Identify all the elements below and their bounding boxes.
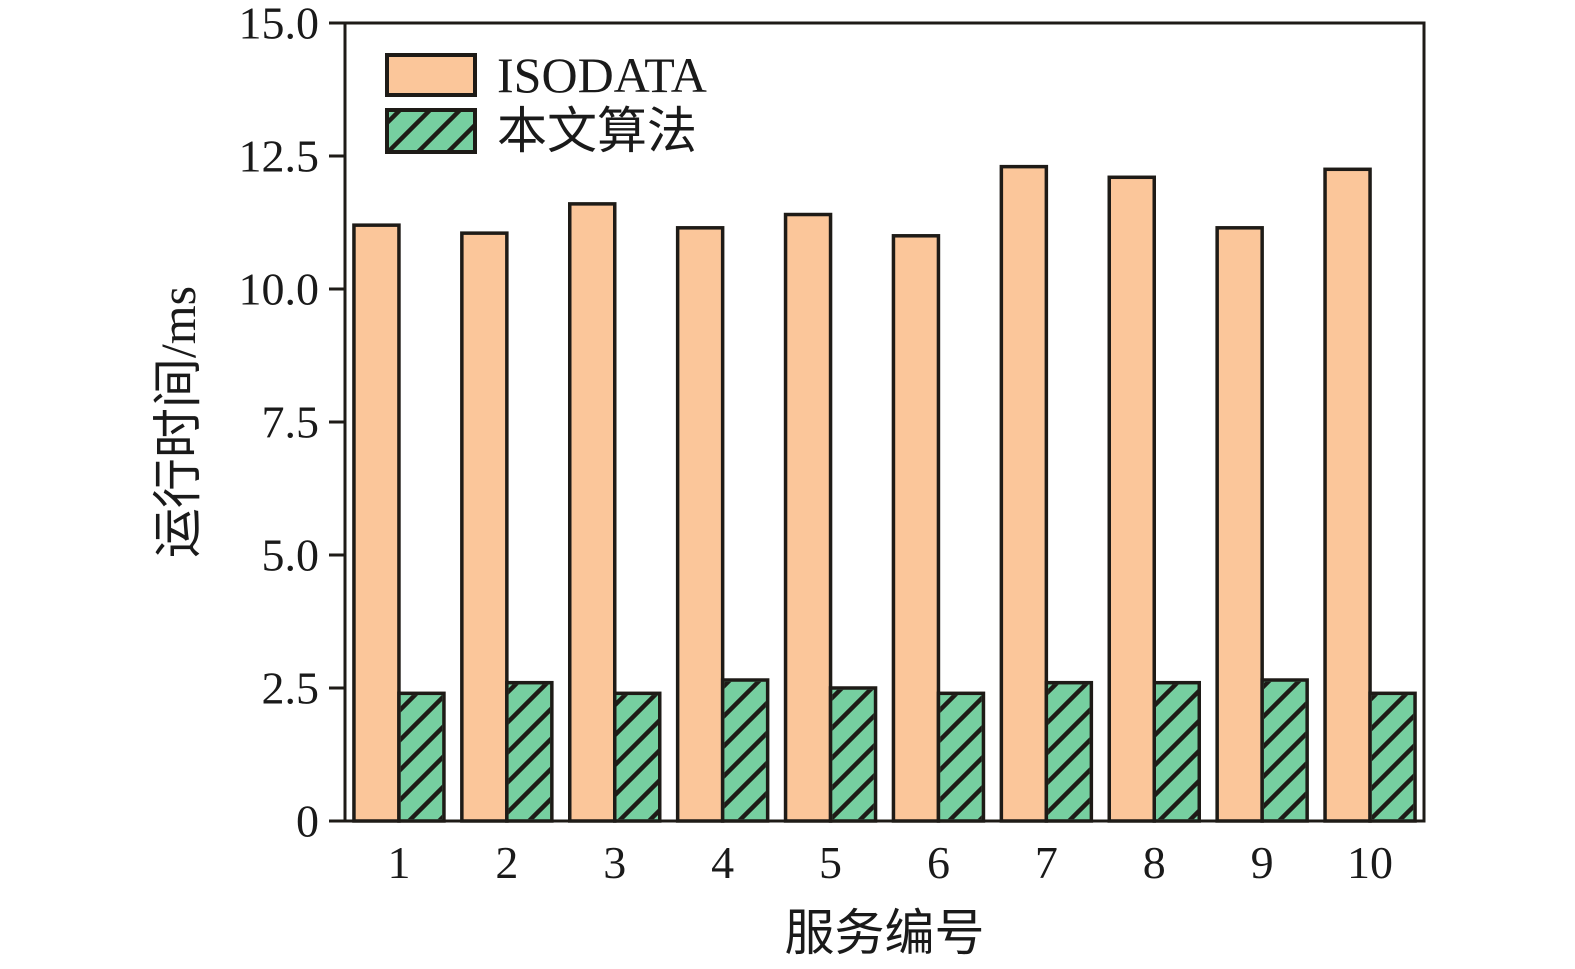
bar-hatch-proposed-8 — [1156, 684, 1198, 820]
x-tick-label: 2 — [495, 837, 518, 888]
bar-hatch-proposed-6 — [940, 695, 982, 820]
x-tick-label: 1 — [387, 837, 410, 888]
bar-hatch-proposed-5 — [832, 689, 874, 820]
bar-hatch-proposed-1 — [400, 695, 443, 820]
x-axis-title: 服务编号 — [785, 905, 985, 961]
x-tick-label: 5 — [819, 837, 842, 888]
bar-isodata-6 — [891, 234, 941, 823]
y-tick-label: 5.0 — [262, 530, 320, 581]
bar-isodata-7 — [999, 164, 1049, 823]
bar-isodata-5 — [783, 212, 833, 823]
bar-isodata-10 — [1323, 167, 1372, 823]
bar-hatch-proposed-4 — [724, 681, 766, 820]
bar-isodata-9 — [1215, 226, 1264, 823]
y-tick-label: 0 — [296, 796, 319, 847]
x-tick-label: 8 — [1143, 837, 1166, 888]
x-tick-label: 4 — [711, 837, 734, 888]
y-tick-label: 7.5 — [262, 397, 320, 448]
bar-isodata-8 — [1107, 175, 1156, 823]
bar-hatch-proposed-9 — [1263, 681, 1306, 820]
bar-hatch-proposed-10 — [1371, 695, 1414, 820]
x-tick-label: 10 — [1347, 837, 1393, 888]
x-axis: 1 2 3 4 5 6 7 8 9 10 — [387, 837, 1393, 888]
bar-hatch-proposed-3 — [616, 695, 658, 820]
legend-label-isodata: ISODATA — [497, 47, 707, 103]
y-axis: 0 2.5 5.0 7.5 10.0 12.5 15.0 — [239, 0, 345, 847]
bar-hatch-proposed-7 — [1048, 684, 1090, 820]
bar-isodata-4 — [675, 226, 725, 823]
y-tick-label: 2.5 — [262, 663, 320, 714]
series-proposed — [397, 678, 1417, 823]
bar-isodata-3 — [568, 202, 617, 823]
y-tick-label: 10.0 — [239, 264, 320, 315]
plot-area: 0 2.5 5.0 7.5 10.0 12.5 15.0 1 2 3 4 5 6 7 8 9 10 服务编号 运行时… — [150, 0, 1426, 961]
bar-hatch-proposed-2 — [508, 684, 551, 820]
legend-swatch-hatch-proposed — [389, 112, 473, 150]
x-tick-label: 3 — [603, 837, 626, 888]
x-tick-label: 9 — [1251, 837, 1274, 888]
bar-isodata-1 — [352, 223, 401, 823]
y-tick-label: 15.0 — [239, 0, 320, 49]
y-axis-title: 运行时间/ms — [150, 286, 206, 558]
y-tick-label: 12.5 — [239, 131, 320, 182]
legend-swatch-isodata — [385, 53, 477, 97]
series-isodata — [352, 164, 1372, 823]
x-tick-label: 7 — [1035, 837, 1058, 888]
bar-isodata-2 — [460, 231, 509, 823]
legend-label-proposed: 本文算法 — [497, 103, 697, 159]
x-tick-label: 6 — [927, 837, 950, 888]
